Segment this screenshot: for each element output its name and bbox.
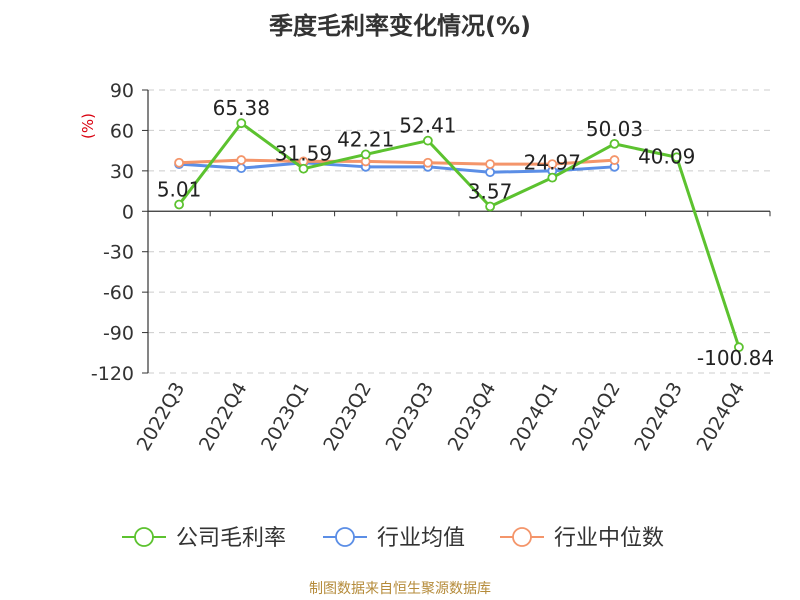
series-line bbox=[179, 161, 615, 174]
y-tick-label: 0 bbox=[122, 201, 134, 223]
chart-title: 季度毛利率变化情况(%) bbox=[269, 12, 531, 40]
data-label: 24.97 bbox=[524, 151, 581, 175]
x-tick-label: 2024Q3 bbox=[630, 379, 687, 455]
legend-swatch-marker bbox=[335, 527, 355, 547]
legend-label: 行业均值 bbox=[377, 526, 465, 551]
data-label: 52.41 bbox=[399, 114, 456, 138]
y-tick-label: -90 bbox=[103, 323, 134, 345]
data-point bbox=[422, 135, 433, 146]
data-label: 50.03 bbox=[586, 117, 643, 141]
data-label: 40.09 bbox=[638, 144, 695, 168]
data-point bbox=[609, 155, 620, 165]
data-label: 5.01 bbox=[157, 178, 202, 202]
data-point bbox=[485, 201, 496, 212]
y-tick-label: 60 bbox=[110, 120, 134, 142]
data-point bbox=[174, 199, 185, 210]
data-point bbox=[236, 155, 247, 165]
data-label: 3.57 bbox=[468, 179, 513, 203]
y-axis-unit-label: (%) bbox=[79, 113, 97, 139]
data-point bbox=[422, 157, 433, 168]
data-label: 65.38 bbox=[213, 96, 270, 120]
x-tick-label: 2022Q4 bbox=[195, 379, 252, 455]
data-point bbox=[547, 159, 558, 170]
data-label: 42.21 bbox=[337, 127, 394, 151]
y-tick-label: -30 bbox=[103, 242, 134, 264]
data-point bbox=[547, 172, 558, 183]
y-tick-label: -60 bbox=[103, 282, 134, 304]
data-point bbox=[609, 138, 620, 149]
x-tick-label: 2023Q4 bbox=[444, 379, 501, 455]
legend-swatch-marker bbox=[134, 527, 154, 547]
x-tick-label: 2023Q1 bbox=[257, 379, 314, 455]
x-tick-label: 2024Q1 bbox=[506, 379, 563, 455]
x-tick-label: 2024Q4 bbox=[692, 379, 749, 455]
data-point bbox=[174, 157, 185, 168]
data-point bbox=[485, 159, 496, 170]
data-point bbox=[236, 118, 247, 129]
x-tick-label: 2023Q3 bbox=[381, 379, 438, 455]
data-point bbox=[485, 167, 496, 178]
series-line bbox=[177, 121, 741, 348]
data-point bbox=[671, 152, 682, 163]
x-tick-label: 2024Q2 bbox=[568, 379, 625, 455]
y-tick-label: 90 bbox=[110, 80, 134, 102]
data-point bbox=[734, 342, 744, 353]
data-source-note: 制图数据来自恒生聚源数据库 bbox=[309, 581, 491, 597]
legend-label: 公司毛利率 bbox=[176, 526, 286, 551]
y-tick-label: -120 bbox=[91, 363, 134, 385]
legend-label: 行业中位数 bbox=[554, 526, 664, 551]
data-point bbox=[236, 163, 247, 174]
series-line bbox=[179, 158, 615, 166]
data-point bbox=[298, 163, 309, 174]
data-label: -100.84 bbox=[697, 346, 774, 370]
x-tick-label: 2023Q2 bbox=[319, 379, 376, 455]
y-tick-label: 30 bbox=[110, 161, 134, 183]
data-point bbox=[360, 149, 371, 160]
data-label: 31.59 bbox=[275, 142, 332, 166]
legend-swatch-marker bbox=[512, 527, 532, 547]
x-tick-label: 2022Q3 bbox=[133, 379, 190, 455]
